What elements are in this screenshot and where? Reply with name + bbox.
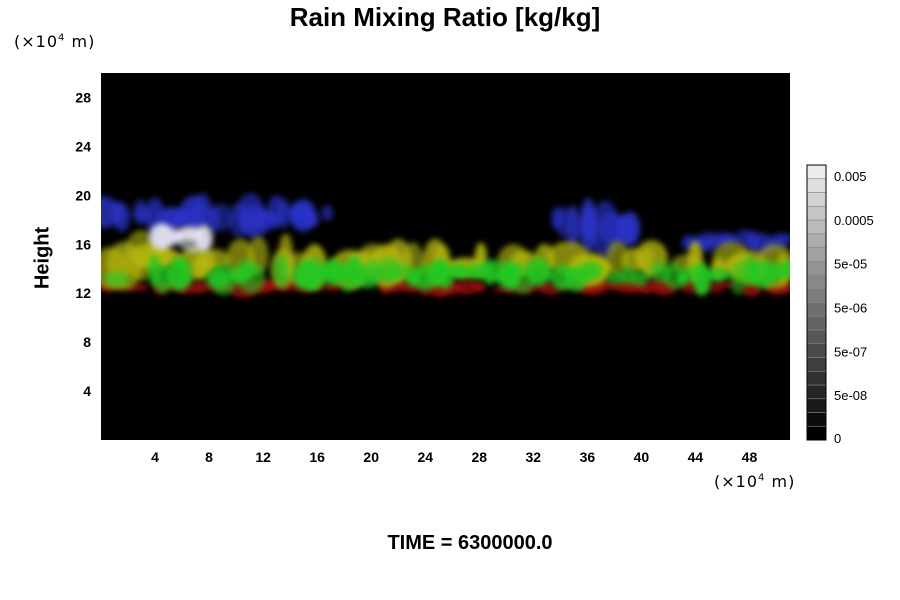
colorbar-step <box>806 384 827 400</box>
colorbar-label: 5e-05 <box>834 257 867 272</box>
colorbar-frame <box>806 164 827 441</box>
rain-feature-blue <box>681 228 790 257</box>
y-tick-label: 20 <box>75 187 91 203</box>
y-axis-ticks: 4 8 12 16 20 24 28 <box>75 89 91 399</box>
colorbar-step <box>806 425 827 441</box>
y-tick-label: 4 <box>83 383 91 399</box>
colorbar-step <box>806 247 827 262</box>
rain-feature-white <box>148 223 213 253</box>
colorbar-label: 0 <box>834 431 841 446</box>
colorbar-step <box>806 164 827 180</box>
colorbar-step <box>806 288 827 303</box>
x-tick-label: 48 <box>742 449 758 465</box>
colorbar-step <box>806 260 827 276</box>
colorbar-step <box>806 315 827 331</box>
colorbar-step <box>806 233 827 248</box>
y-tick-label: 16 <box>75 236 91 252</box>
time-label: TIME = 6300000.0 <box>387 532 553 554</box>
colorbar-step <box>806 192 827 207</box>
colorbar-label: 5e-08 <box>834 388 867 403</box>
colorbar-step <box>806 343 827 358</box>
colorbar-step <box>806 329 827 345</box>
colorbar-label: 0.0005 <box>834 213 874 228</box>
x-tick-label: 8 <box>205 449 213 465</box>
x-tick-label: 28 <box>471 449 487 465</box>
x-tick-label: 32 <box>526 449 542 465</box>
x-tick-label: 36 <box>580 449 596 465</box>
x-tick-label: 16 <box>309 449 325 465</box>
rain-feature-green <box>104 254 790 296</box>
y-tick-label: 28 <box>75 89 91 105</box>
x-tick-label: 44 <box>688 449 704 465</box>
colorbar-step <box>806 219 827 235</box>
rain-feature-blue <box>101 192 334 239</box>
x-tick-label: 12 <box>255 449 271 465</box>
chart-title: Rain Mixing Ratio [kg/kg] <box>289 2 601 32</box>
rain-field <box>101 192 790 298</box>
x-tick-label: 4 <box>151 449 159 465</box>
y-tick-label: 12 <box>75 285 91 301</box>
colorbar-step <box>806 357 827 372</box>
colorbar: 0 5e-08 5e-07 5e-06 5e-05 0.0005 0.005 <box>806 164 874 446</box>
x-tick-label: 20 <box>363 449 379 465</box>
colorbar-step <box>806 178 827 193</box>
rain-feature-blue <box>551 197 641 259</box>
colorbar-step <box>806 398 827 413</box>
colorbar-step <box>806 205 827 221</box>
colorbar-step <box>806 370 827 386</box>
x-axis-ticks: 4 8 12 16 20 24 28 32 36 40 44 48 <box>151 449 757 465</box>
x-tick-label: 40 <box>634 449 650 465</box>
colorbar-label: 0.005 <box>834 169 867 184</box>
colorbar-label: 5e-07 <box>834 344 867 359</box>
colorbar-label: 5e-06 <box>834 301 867 316</box>
x-unit-label: (×104 m) <box>714 472 796 491</box>
y-unit-label: (×104 m) <box>14 32 96 51</box>
colorbar-step <box>806 302 827 317</box>
y-tick-label: 8 <box>83 334 91 350</box>
colorbar-step <box>806 274 827 290</box>
x-tick-label: 24 <box>417 449 433 465</box>
y-tick-label: 24 <box>75 138 91 154</box>
colorbar-step <box>806 412 827 427</box>
